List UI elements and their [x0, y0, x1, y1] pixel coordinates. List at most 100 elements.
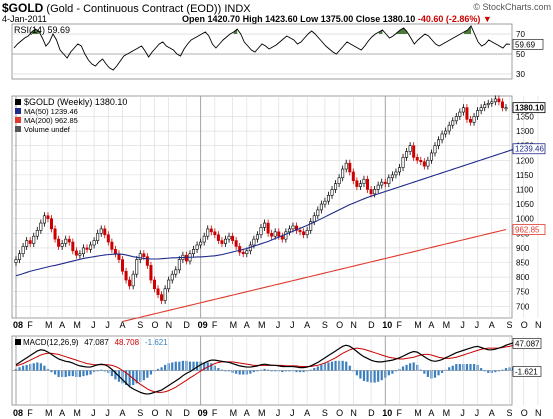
- candle-body: [326, 195, 330, 202]
- candle-body: [376, 184, 380, 190]
- candle-body: [302, 231, 306, 236]
- macd-histogram-bar: [487, 370, 490, 373]
- macd-x-tick-label: O: [151, 408, 158, 418]
- x-tick-label: A: [59, 320, 65, 330]
- candle-body: [50, 218, 54, 230]
- candle-body: [408, 145, 412, 152]
- macd-x-tick-label: A: [120, 408, 126, 418]
- candle-body: [128, 279, 132, 287]
- macd-x-tick-label: J: [475, 408, 480, 418]
- macd-value-label: -1.621: [515, 367, 538, 376]
- candle-body: [447, 124, 451, 132]
- candle-body: [167, 279, 171, 290]
- candle-body: [238, 246, 242, 253]
- candle-body: [174, 269, 178, 275]
- candle-body: [465, 107, 469, 120]
- candle-body: [21, 246, 25, 255]
- macd-x-tick-label: N: [166, 408, 173, 418]
- macd-x-tick-label: S: [322, 408, 328, 418]
- symbol: $GOLD: [2, 1, 44, 15]
- candle-body: [110, 241, 114, 250]
- candle-body: [415, 157, 419, 161]
- candle-body: [323, 200, 327, 205]
- candle-body: [113, 249, 117, 255]
- macd-histogram-bar: [82, 370, 85, 377]
- candle-body: [206, 228, 210, 237]
- candle-body: [348, 162, 352, 173]
- x-tick-label: J: [460, 320, 465, 330]
- candle-body: [479, 107, 483, 111]
- candle-body: [25, 240, 29, 247]
- macd-histogram-bar: [195, 361, 199, 371]
- candle-body: [152, 279, 156, 290]
- candle-body: [145, 256, 149, 266]
- price-tick-label: 1050: [516, 200, 534, 209]
- macd-histogram-bar: [405, 364, 408, 371]
- candle-body: [383, 181, 387, 184]
- x-tick-label: M: [230, 320, 238, 330]
- macd-x-tick-label: F: [27, 408, 33, 418]
- macd-histogram-bar: [36, 362, 39, 371]
- x-tick-label: J: [91, 320, 96, 330]
- candle-body: [231, 235, 235, 241]
- macd-value-label: 47.087: [515, 339, 540, 348]
- candle-body: [444, 130, 448, 135]
- price-value-box: [512, 102, 546, 114]
- x-tick-label: A: [428, 320, 434, 330]
- macd-x-tick-label: 08: [13, 408, 23, 418]
- candle-body: [284, 231, 288, 240]
- high-value: 1423.60: [265, 14, 298, 24]
- macd-histogram-bar: [288, 370, 291, 372]
- macd-histogram-bar: [391, 370, 394, 374]
- candle-body: [71, 241, 75, 252]
- candle-body: [28, 240, 32, 244]
- instrument-name: (Gold - Continuous Contract (EOD)): [46, 3, 222, 15]
- macd-x-tick-label: J: [276, 408, 281, 418]
- macd-histogram-bar: [53, 370, 57, 375]
- macd-x-tick-label: A: [428, 408, 434, 418]
- macd-x-tick-label: F: [396, 408, 402, 418]
- macd-histogram-bar: [366, 370, 369, 382]
- macd-histogram-bar: [89, 370, 92, 375]
- candle-body: [202, 235, 206, 243]
- candle-body: [266, 222, 270, 234]
- macd-histogram-bar: [32, 363, 35, 371]
- candle-body: [287, 228, 291, 233]
- macd-histogram-bar: [362, 370, 366, 381]
- macd-histogram-bar: [458, 364, 461, 371]
- candle-body: [184, 254, 188, 262]
- macd-histogram-bar: [124, 370, 128, 385]
- candle-body: [42, 215, 46, 224]
- macd-histogram-bar: [96, 370, 99, 372]
- candle-body: [124, 270, 128, 281]
- price-legend-0: $GOLD (Weekly) 1380.10: [24, 97, 127, 107]
- candle-body: [135, 259, 139, 275]
- macd-histogram-bar: [295, 370, 298, 373]
- change-arrow-icon: ▼: [482, 14, 492, 24]
- macd-histogram-bar: [483, 370, 486, 372]
- macd-legend-swatch: [15, 339, 21, 345]
- candle-body: [74, 250, 78, 256]
- candle-body: [255, 234, 259, 240]
- macd-value-box: [512, 338, 542, 349]
- candle-body: [319, 203, 323, 211]
- legend-swatch: [15, 108, 21, 114]
- macd-x-tick-label: O: [336, 408, 343, 418]
- x-tick-label: O: [151, 320, 158, 330]
- candle-body: [401, 157, 405, 168]
- candle-body: [60, 243, 64, 247]
- x-tick-label: N: [166, 320, 173, 330]
- candle-body: [195, 244, 199, 250]
- candle-body: [497, 98, 501, 103]
- macd-histogram-bar: [334, 360, 337, 371]
- candle-body: [213, 231, 217, 236]
- candle-body: [149, 265, 153, 281]
- x-tick-label: F: [396, 320, 402, 330]
- macd-x-tick-label: M: [45, 408, 53, 418]
- x-tick-label: J: [276, 320, 281, 330]
- candle-body: [234, 240, 238, 247]
- candle-body: [433, 145, 437, 154]
- macd-histogram-bar: [103, 370, 106, 372]
- macd-histogram-bar: [43, 365, 46, 371]
- macd-x-tick-label: A: [244, 408, 250, 418]
